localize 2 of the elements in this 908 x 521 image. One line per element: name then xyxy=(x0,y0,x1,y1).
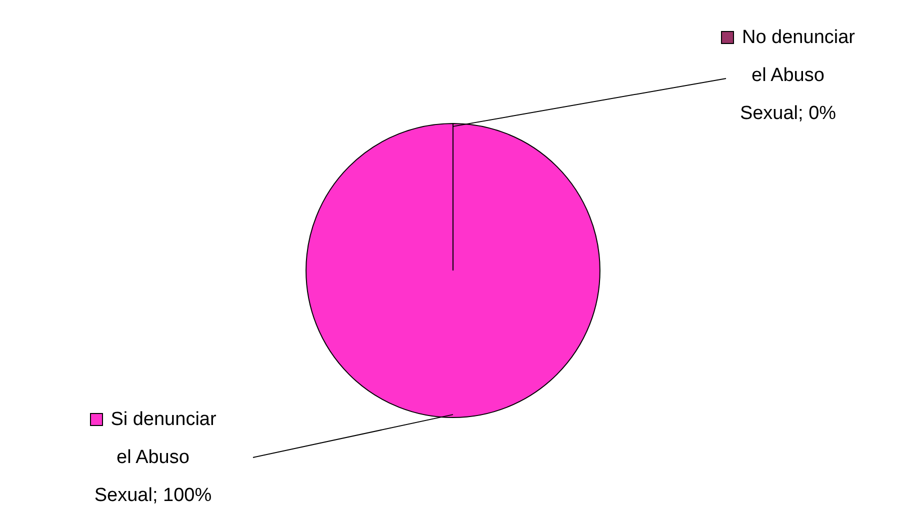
legend-label: No denunciar el Abuso Sexual; 0% xyxy=(738,26,856,126)
legend-label: Si denunciar el Abuso Sexual; 100% xyxy=(93,408,218,508)
